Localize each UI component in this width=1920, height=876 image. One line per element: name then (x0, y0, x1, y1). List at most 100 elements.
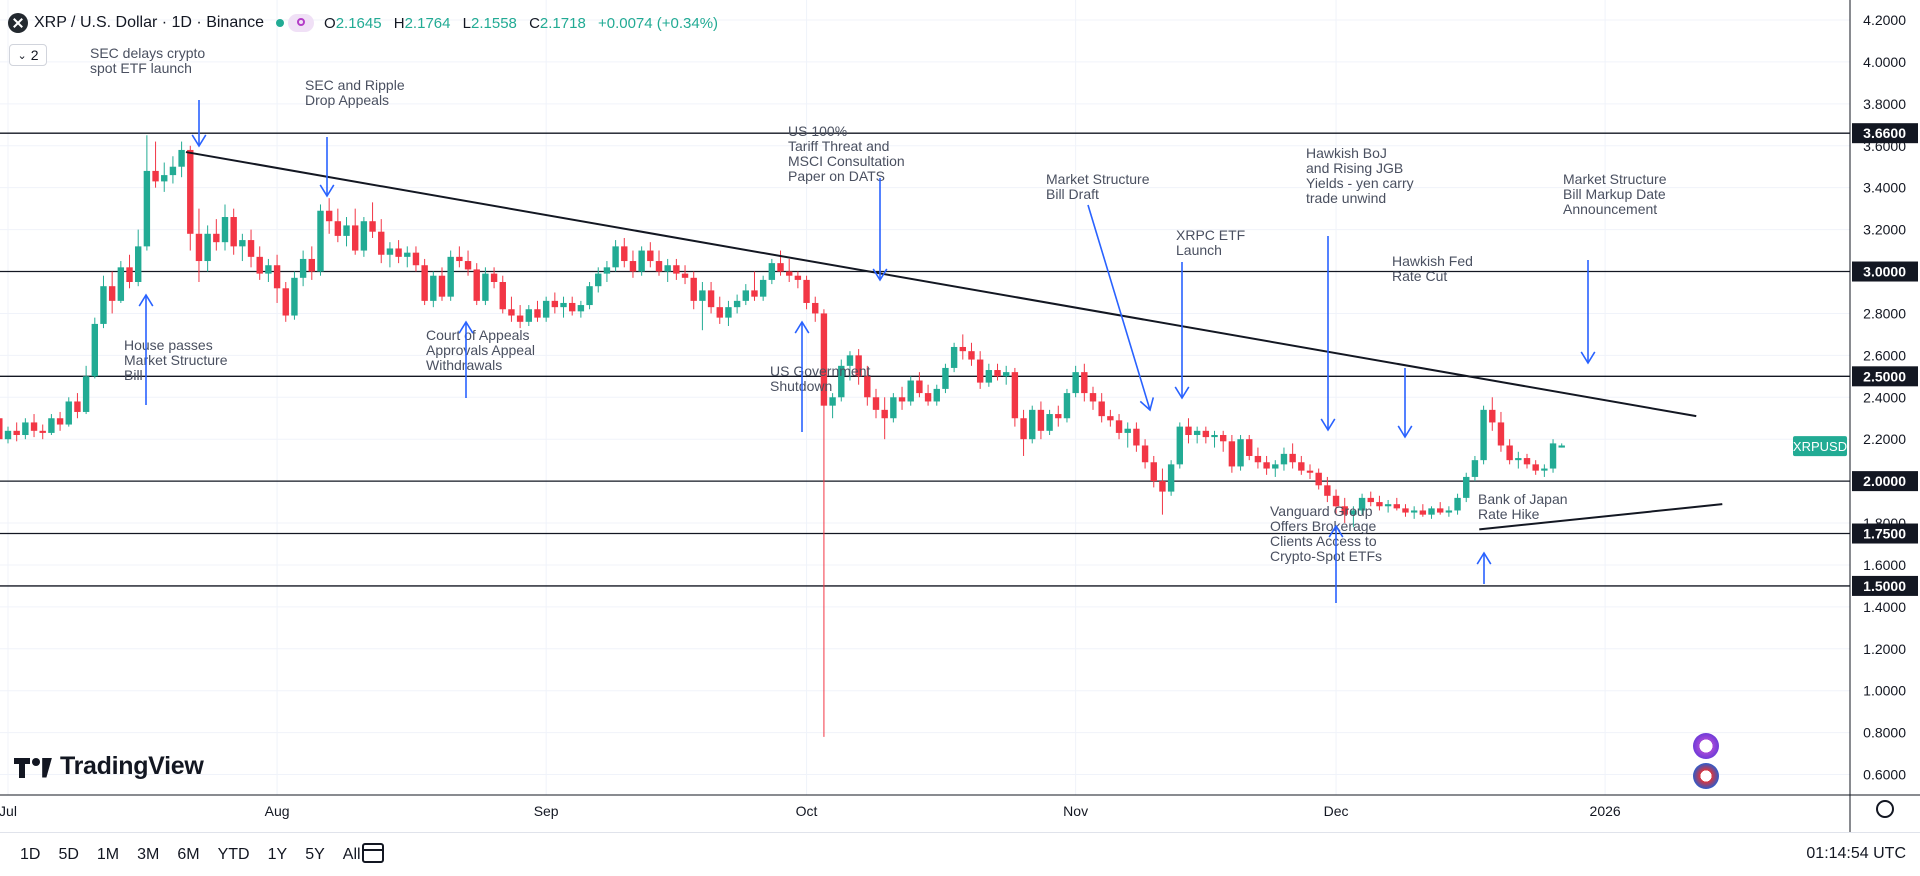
candle-body (325, 210, 333, 222)
range-1m[interactable]: 1M (96, 845, 120, 863)
candle (39, 424, 46, 440)
range-3m[interactable]: 3M (137, 845, 160, 863)
candle-body (1220, 435, 1227, 442)
settings-gear-icon[interactable] (1876, 800, 1894, 818)
candle-body (794, 275, 802, 280)
ai-assistant-icon[interactable] (1693, 733, 1719, 759)
annotation-text: Vanguard Group Offers Brokerage Clients Ac… (1270, 503, 1382, 564)
tradingview-logo[interactable]: TradingView (14, 752, 204, 781)
candle-body (1037, 409, 1045, 431)
time-tick-label: 2026 (1590, 803, 1621, 819)
candle (317, 204, 324, 276)
candle-body (1332, 495, 1340, 507)
candle (291, 271, 298, 320)
share-icon[interactable] (288, 14, 315, 32)
candle-body (247, 240, 255, 257)
annotation-text: US Government Shutdown (770, 363, 870, 394)
range-all[interactable]: All (342, 845, 361, 863)
candle (586, 282, 593, 310)
candle-body (473, 269, 480, 301)
candle-body (1063, 393, 1071, 419)
range-1y[interactable]: 1Y (267, 845, 288, 863)
candle-body (1263, 462, 1270, 469)
candle-body (1523, 458, 1531, 465)
candle-body (1003, 372, 1010, 377)
indicator-collapse-button[interactable]: ⌄ 2 (9, 44, 47, 66)
candle (22, 418, 29, 440)
annotation-arrow (1087, 204, 1151, 411)
candle (352, 208, 359, 255)
candle-body (924, 393, 932, 402)
low-value: 2.1558 (471, 14, 517, 32)
high-label: H (393, 14, 405, 32)
candle (1367, 491, 1374, 507)
range-5y[interactable]: 5Y (305, 845, 325, 863)
candle (1115, 414, 1123, 440)
candle-body (855, 355, 862, 377)
candle-body (777, 263, 784, 272)
candle (812, 296, 819, 322)
candle-body (1020, 418, 1027, 440)
tradingview-mark-icon (14, 756, 52, 778)
range-1d[interactable]: 1D (20, 845, 41, 863)
candle-body (907, 380, 914, 402)
candle-body (352, 225, 359, 251)
annotation: Vanguard Group Offers Brokerage Clients Ac… (1270, 503, 1382, 603)
date-range-calendar-icon[interactable] (362, 843, 384, 863)
candle-body (1272, 464, 1279, 469)
candle (794, 271, 802, 289)
candle-body (317, 210, 324, 272)
candle (1289, 443, 1296, 469)
chart-annotations: SEC delays crypto spot ETF launch SEC and … (90, 45, 1667, 603)
candle (490, 267, 498, 289)
candle-body (655, 261, 663, 272)
flag-badge-icon[interactable] (1693, 763, 1719, 789)
change-value: +0.0074 (+0.34%) (597, 14, 719, 32)
annotation: Hawkish BoJ and Rising JGB Yields - yen ca… (1306, 145, 1414, 432)
time-tick-label: Dec (1324, 803, 1349, 819)
candle (907, 376, 914, 406)
candle-body (499, 282, 506, 310)
level-price-label: 3.0000 (1863, 264, 1906, 280)
time-tick-label: Jul (0, 803, 17, 819)
candlestick-series (0, 135, 1565, 737)
candle-body (1410, 510, 1418, 513)
candle-body (1029, 409, 1036, 440)
range-5d[interactable]: 5D (58, 845, 79, 863)
candle (1332, 489, 1340, 515)
candle (1011, 367, 1019, 427)
candle-body (595, 273, 602, 287)
candle (1055, 405, 1062, 427)
annotation-text: Market Structure Bill Markup Date Announce… (1563, 171, 1667, 217)
candle (30, 414, 38, 438)
candle-body (690, 277, 697, 301)
candle (1515, 451, 1522, 469)
annotation: US 100% Tariff Threat and MSCI Consultatio… (788, 123, 905, 282)
candle-body (968, 351, 975, 360)
candle-body (178, 149, 185, 167)
candle-body (846, 355, 854, 366)
candle-body (525, 309, 532, 322)
symbol-title[interactable]: XRP / U.S. Dollar · 1D · Binance (34, 14, 265, 31)
candle (803, 275, 810, 310)
candle (65, 397, 72, 427)
level-price-badge (1852, 523, 1918, 544)
candle (1107, 409, 1114, 427)
candle-body (959, 346, 966, 352)
annotation-arrowhead (458, 320, 474, 334)
candle (1254, 447, 1262, 469)
candle-body (733, 300, 741, 308)
candle (664, 258, 671, 282)
annotation-text: Bank of Japan Rate Hike (1478, 491, 1568, 522)
range-ytd[interactable]: YTD (217, 845, 250, 863)
candle (386, 242, 394, 268)
symbol-header[interactable]: XRP / U.S. Dollar · 1D · Binance O2.1645… (8, 12, 726, 34)
candle-body (916, 380, 923, 394)
candle (1445, 506, 1453, 517)
candle (1298, 455, 1305, 475)
candle (265, 258, 272, 282)
price-chart[interactable]: SEC delays crypto spot ETF launch SEC and … (0, 0, 1920, 832)
utc-clock[interactable]: 01:14:54 UTC (1806, 845, 1906, 862)
range-6m[interactable]: 6M (177, 845, 200, 863)
candle-body (551, 300, 559, 308)
